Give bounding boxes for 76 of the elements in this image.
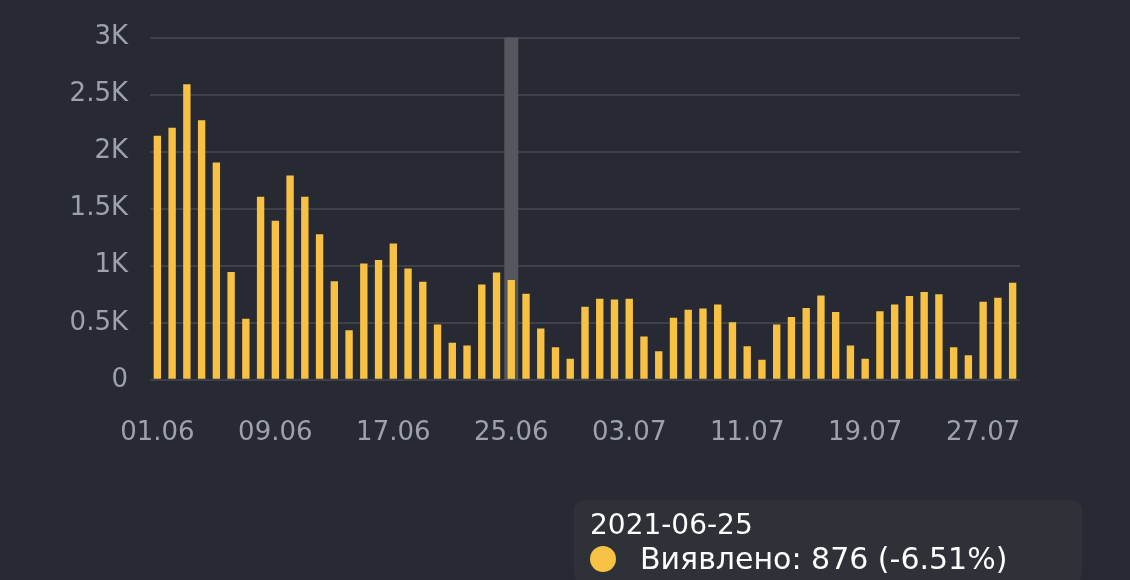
text: 2021-06-25 bbox=[590, 508, 753, 542]
bar bbox=[360, 263, 368, 379]
y-tick-label: 1.5K bbox=[69, 191, 129, 222]
bar bbox=[522, 293, 530, 379]
bar bbox=[802, 307, 810, 379]
bar bbox=[655, 351, 663, 379]
bar bbox=[183, 84, 191, 379]
bar bbox=[890, 304, 899, 379]
bar bbox=[197, 120, 206, 379]
bar bbox=[345, 330, 353, 379]
bar bbox=[846, 345, 855, 379]
bar bbox=[271, 220, 280, 379]
bar bbox=[419, 281, 427, 379]
bar bbox=[448, 342, 456, 379]
bar bbox=[153, 135, 162, 379]
bar bbox=[374, 260, 383, 379]
bar bbox=[242, 318, 250, 379]
bar bbox=[964, 355, 973, 379]
bar bbox=[168, 127, 176, 379]
bar bbox=[714, 304, 722, 379]
y-tick-label: 0.5K bbox=[69, 305, 129, 336]
bar bbox=[669, 317, 678, 379]
bar bbox=[743, 346, 751, 379]
y-tick-label: 2.5K bbox=[69, 77, 129, 108]
bar bbox=[566, 358, 574, 379]
bar bbox=[831, 311, 840, 379]
x-tick-label: 27.07 bbox=[945, 416, 1021, 447]
bar bbox=[330, 281, 339, 379]
bar bbox=[301, 196, 309, 379]
bar bbox=[1008, 282, 1017, 379]
bar bbox=[227, 272, 235, 379]
x-tick-label: 01.06 bbox=[120, 416, 195, 447]
bar bbox=[256, 196, 265, 379]
x-tick-label: 09.06 bbox=[238, 416, 313, 447]
bar bbox=[684, 309, 692, 379]
bar bbox=[625, 298, 633, 379]
x-tick-label: 17.06 bbox=[356, 416, 431, 447]
bar bbox=[994, 297, 1002, 379]
x-tick-label: 19.07 bbox=[827, 416, 903, 447]
bar bbox=[728, 322, 737, 379]
bar bbox=[610, 299, 619, 379]
bar bbox=[463, 345, 471, 379]
bar bbox=[920, 291, 928, 379]
bar bbox=[905, 295, 914, 379]
bar bbox=[581, 306, 589, 379]
bar bbox=[817, 295, 825, 379]
y-tick-label: 2K bbox=[94, 134, 129, 165]
bar bbox=[212, 162, 221, 379]
x-tick-label: 03.07 bbox=[592, 416, 667, 447]
bar bbox=[787, 317, 796, 379]
bar bbox=[507, 279, 515, 379]
bar bbox=[551, 347, 560, 379]
bar bbox=[315, 234, 324, 379]
y-tick-label: 0 bbox=[111, 362, 128, 393]
bar bbox=[596, 298, 604, 379]
bar bbox=[433, 324, 442, 379]
bar bbox=[876, 311, 884, 379]
y-tick-label: 1K bbox=[94, 248, 129, 279]
bar bbox=[773, 324, 781, 379]
bar bbox=[640, 336, 648, 379]
bar bbox=[861, 358, 869, 379]
bar bbox=[389, 243, 397, 379]
y-tick-label: 3K bbox=[94, 20, 129, 51]
text: Виявлено: 876 (-6.51%) bbox=[640, 541, 1008, 576]
bar bbox=[286, 175, 294, 379]
bar bbox=[404, 268, 412, 379]
bar bbox=[492, 272, 501, 379]
bar bbox=[699, 308, 707, 379]
bar bbox=[935, 294, 943, 379]
x-tick-label: 11.07 bbox=[709, 416, 785, 447]
bar bbox=[478, 284, 486, 379]
x-tick-label: 25.06 bbox=[474, 416, 549, 447]
bar bbox=[758, 359, 766, 379]
bar bbox=[949, 347, 958, 379]
bar bbox=[537, 328, 545, 379]
bar bbox=[979, 301, 987, 379]
